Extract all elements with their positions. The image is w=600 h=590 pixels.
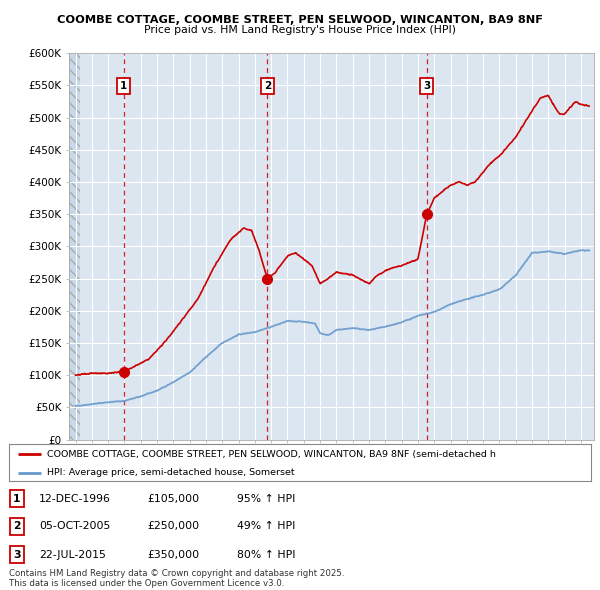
Text: 1: 1 xyxy=(13,494,20,503)
Text: COOMBE COTTAGE, COOMBE STREET, PEN SELWOOD, WINCANTON, BA9 8NF: COOMBE COTTAGE, COOMBE STREET, PEN SELWO… xyxy=(57,15,543,25)
Text: 05-OCT-2005: 05-OCT-2005 xyxy=(39,522,110,531)
Text: £105,000: £105,000 xyxy=(147,494,199,503)
Text: 22-JUL-2015: 22-JUL-2015 xyxy=(39,550,106,559)
Text: 2: 2 xyxy=(263,81,271,91)
Text: HPI: Average price, semi-detached house, Somerset: HPI: Average price, semi-detached house,… xyxy=(47,468,295,477)
Text: 95% ↑ HPI: 95% ↑ HPI xyxy=(237,494,295,503)
Text: Price paid vs. HM Land Registry's House Price Index (HPI): Price paid vs. HM Land Registry's House … xyxy=(144,25,456,35)
Text: Contains HM Land Registry data © Crown copyright and database right 2025.
This d: Contains HM Land Registry data © Crown c… xyxy=(9,569,344,588)
Text: £250,000: £250,000 xyxy=(147,522,199,531)
Text: 1: 1 xyxy=(120,81,127,91)
Text: 3: 3 xyxy=(13,550,20,559)
Text: 80% ↑ HPI: 80% ↑ HPI xyxy=(237,550,296,559)
Text: 12-DEC-1996: 12-DEC-1996 xyxy=(39,494,111,503)
Text: 2: 2 xyxy=(13,522,20,531)
Text: 49% ↑ HPI: 49% ↑ HPI xyxy=(237,522,295,531)
Text: 3: 3 xyxy=(423,81,431,91)
Text: £350,000: £350,000 xyxy=(147,550,199,559)
Text: COOMBE COTTAGE, COOMBE STREET, PEN SELWOOD, WINCANTON, BA9 8NF (semi-detached h: COOMBE COTTAGE, COOMBE STREET, PEN SELWO… xyxy=(47,450,496,458)
